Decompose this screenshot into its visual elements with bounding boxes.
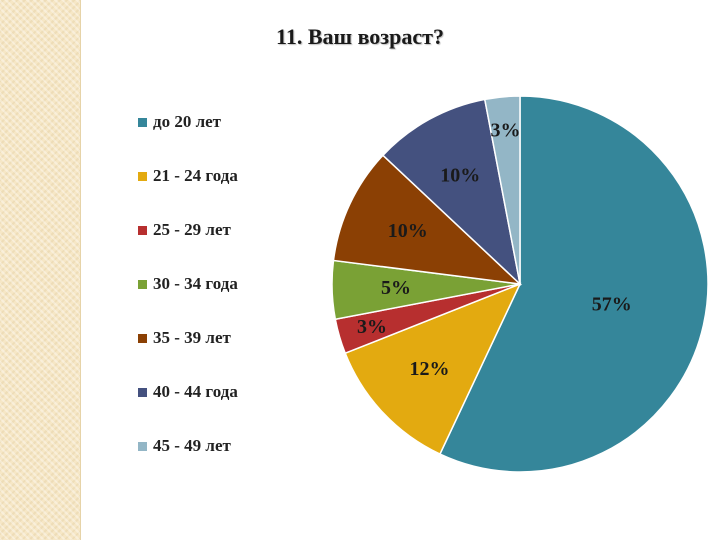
legend-swatch (138, 333, 147, 343)
legend-item-5: 35 - 39 лет (138, 328, 231, 348)
legend-swatch (138, 441, 147, 451)
legend-label: 40 - 44 года (153, 382, 238, 401)
legend-label: 45 - 49 лет (153, 436, 231, 455)
legend-swatch (138, 387, 147, 397)
decorative-side-strip (0, 0, 81, 540)
legend-item-6: 40 - 44 года (138, 382, 238, 402)
legend-swatch (138, 117, 147, 127)
legend-item-7: 45 - 49 лет (138, 436, 231, 456)
legend-label: 35 - 39 лет (153, 328, 231, 347)
legend-label: до 20 лет (153, 112, 222, 131)
data-label-6: 10% (440, 164, 480, 186)
legend-swatch (138, 225, 147, 235)
data-label-3: 3% (357, 316, 387, 338)
legend-swatch (138, 279, 147, 289)
legend-item-4: 30 - 34 года (138, 274, 238, 294)
pie-slice-2 (344, 282, 522, 456)
legend-swatch (138, 171, 147, 181)
legend-label: 21 - 24 года (153, 166, 238, 185)
pie-slice-7 (483, 95, 521, 285)
data-label-1: 57% (592, 294, 632, 316)
chart-title: 11. Ваш возраст? (276, 24, 444, 49)
data-label-2: 12% (410, 358, 450, 380)
legend-item-2: 21 - 24 года (138, 166, 238, 186)
data-label-4: 5% (381, 277, 411, 299)
legend-item-1: до 20 лет (138, 112, 221, 132)
data-label-5: 10% (388, 220, 428, 242)
legend-item-3: 25 - 29 лет (138, 220, 231, 240)
legend-label: 25 - 29 лет (153, 220, 231, 239)
pie-slice-1 (438, 95, 709, 473)
pie-slice-6 (381, 98, 522, 287)
data-label-7: 3% (491, 120, 521, 142)
pie-slice-5 (332, 154, 523, 286)
legend-label: 30 - 34 года (153, 274, 238, 293)
